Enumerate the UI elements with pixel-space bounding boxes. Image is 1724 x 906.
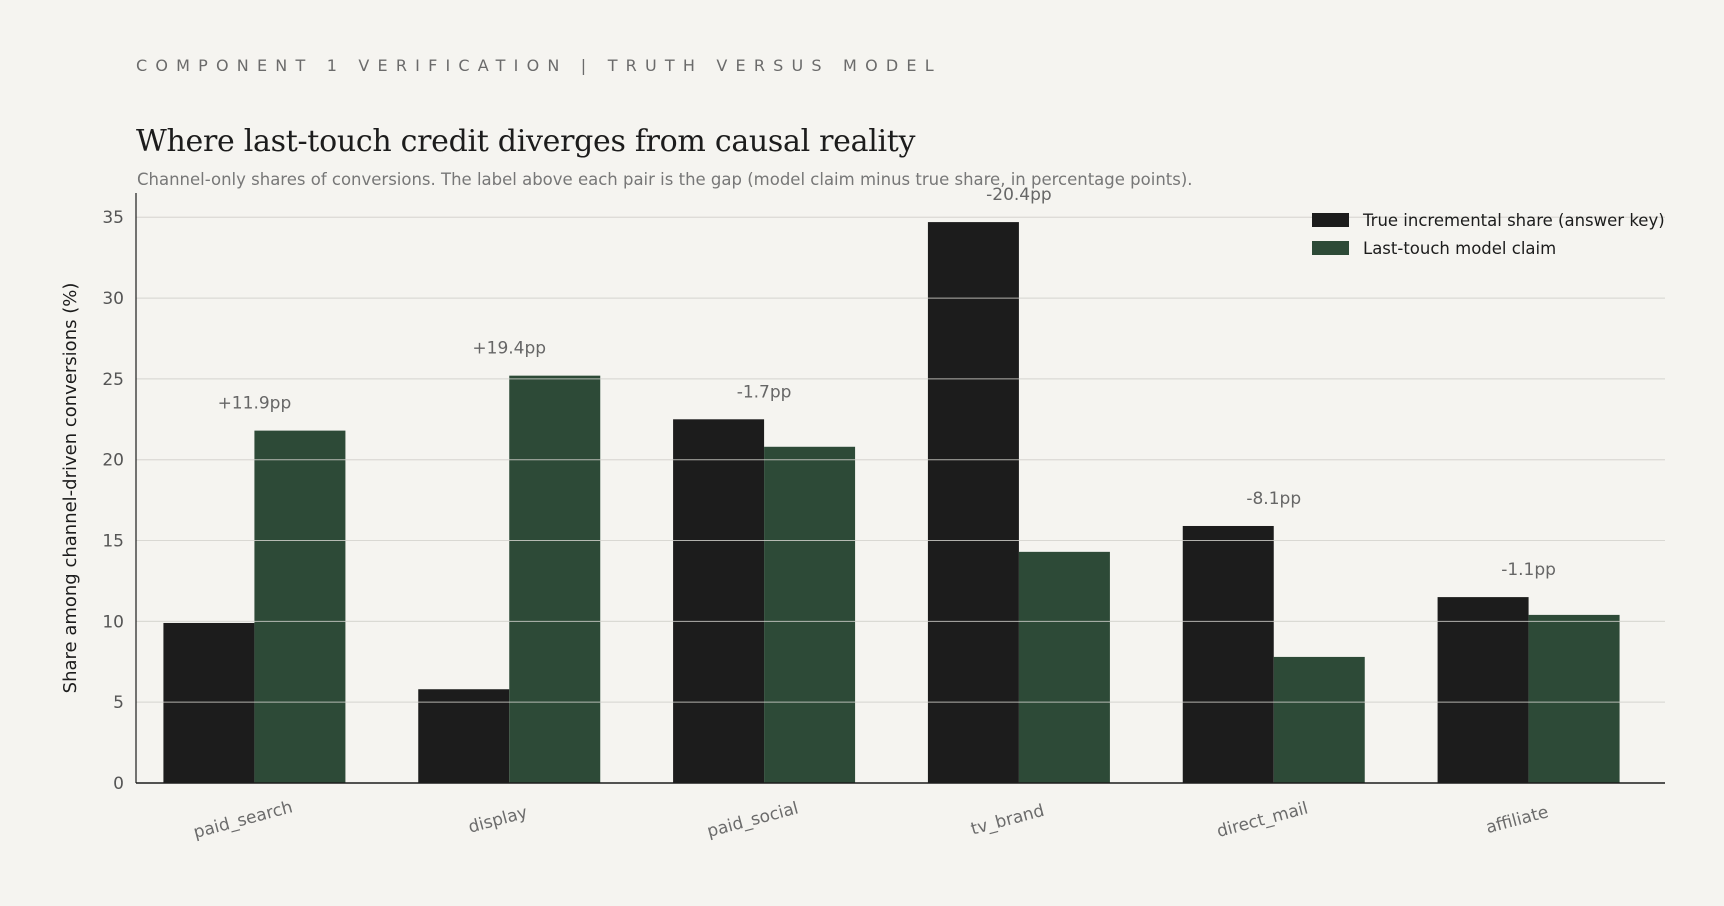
y-tick-label: 10: [102, 612, 124, 632]
y-tick-label: 5: [113, 693, 124, 713]
y-axis-label: Share among channel-driven conversions (…: [60, 283, 81, 694]
x-tick-label: paid_social: [705, 798, 801, 842]
bar-truth: [163, 622, 255, 783]
chart-legend: True incremental share (answer key) Last…: [1312, 206, 1665, 262]
y-tick-label: 25: [102, 370, 124, 390]
bar-model: [1528, 614, 1620, 783]
bar-model: [1018, 551, 1110, 783]
gap-label: +19.4pp: [472, 339, 546, 359]
legend-swatch-model: [1312, 241, 1349, 255]
gap-label: -8.1pp: [1246, 489, 1301, 509]
bar-truth: [1182, 525, 1274, 783]
gap-label: -1.7pp: [737, 382, 792, 402]
gap-label: -1.1pp: [1501, 560, 1556, 580]
chart-subtitle: Channel-only shares of conversions. The …: [137, 170, 1193, 189]
y-tick-label: 30: [102, 289, 124, 309]
y-tick-label: 0: [113, 774, 124, 794]
y-tick-label: 15: [102, 532, 124, 552]
x-tick-label: affiliate: [1484, 802, 1551, 838]
gap-label: +11.9pp: [218, 394, 292, 414]
legend-label-truth: True incremental share (answer key): [1363, 210, 1665, 230]
x-tick-label: paid_search: [191, 797, 294, 843]
bar-truth: [927, 222, 1019, 783]
legend-item-truth: True incremental share (answer key): [1312, 206, 1665, 234]
gap-label: -20.4pp: [986, 185, 1052, 205]
y-tick-label: 20: [102, 451, 124, 471]
legend-swatch-truth: [1312, 213, 1349, 227]
bar-model: [509, 375, 601, 783]
bar-model: [764, 446, 856, 783]
bar-truth: [1437, 597, 1529, 783]
bar-truth: [418, 689, 510, 783]
x-tick-label: display: [466, 803, 529, 838]
bar-truth: [673, 419, 765, 783]
legend-item-model: Last-touch model claim: [1312, 234, 1665, 262]
bar-model: [254, 430, 346, 783]
bar-model: [1273, 656, 1365, 783]
chart-eyebrow: COMPONENT 1 VERIFICATION | TRUTH VERSUS …: [136, 56, 942, 75]
x-tick-label: direct_mail: [1215, 798, 1311, 842]
y-tick-label: 35: [102, 208, 124, 228]
x-tick-label: tv_brand: [969, 801, 1047, 840]
legend-label-model: Last-touch model claim: [1363, 238, 1557, 258]
chart-title: Where last-touch credit diverges from ca…: [136, 124, 916, 159]
